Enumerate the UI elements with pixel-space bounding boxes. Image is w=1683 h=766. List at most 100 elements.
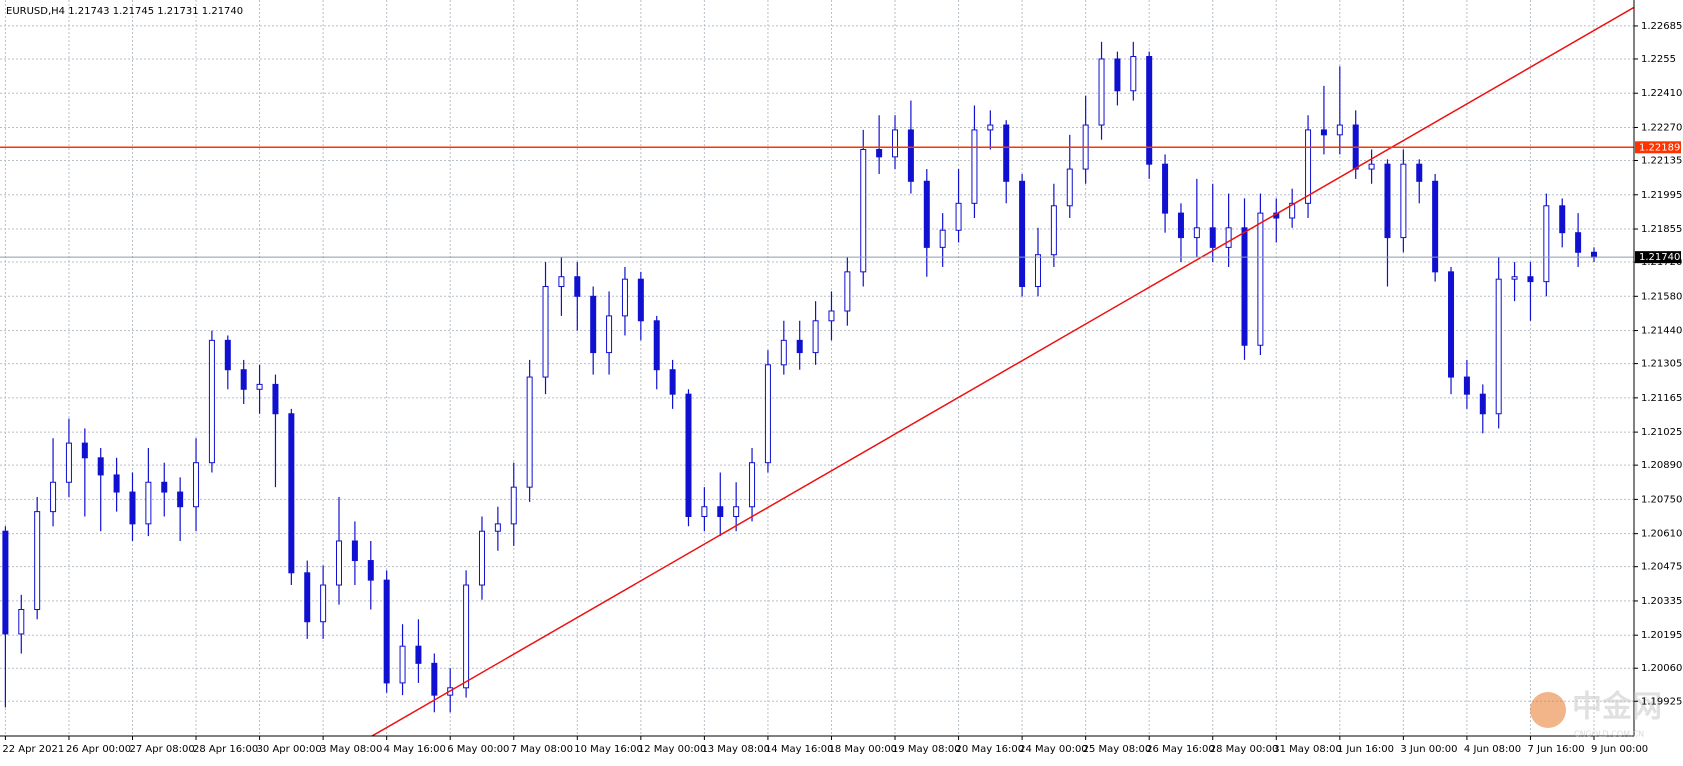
candle-body — [1559, 205, 1566, 234]
candle-body — [907, 129, 914, 182]
candle-body — [1019, 180, 1026, 288]
candle-body — [1527, 276, 1534, 283]
candle-body — [1114, 58, 1121, 92]
candle-body — [526, 376, 533, 488]
candle-body — [510, 486, 517, 525]
candle-body — [1257, 212, 1264, 346]
candle-body — [1162, 163, 1169, 214]
candle-body — [558, 276, 565, 288]
candle-body — [113, 474, 120, 493]
candle-body — [415, 645, 422, 664]
candle-body — [224, 339, 231, 371]
candle-body — [749, 462, 756, 508]
x-tick-label: 27 Apr 08:00 — [129, 744, 194, 755]
plot-area — [0, 6, 1634, 736]
y-tick-label: 1.20750 — [1641, 494, 1682, 505]
candle-body — [1320, 129, 1327, 136]
candle-body — [939, 229, 946, 248]
candle-body — [733, 506, 740, 518]
candle-body — [97, 457, 104, 476]
candle-body — [876, 149, 883, 158]
x-tick-label: 13 May 08:00 — [701, 744, 770, 755]
candle-body — [1305, 129, 1312, 204]
x-tick-label: 1 Jun 16:00 — [1337, 744, 1394, 755]
candle-body — [955, 202, 962, 231]
watermark-logo — [1530, 692, 1566, 728]
candle-body — [65, 442, 72, 483]
candle-body — [34, 511, 41, 610]
candle-body — [1241, 227, 1248, 346]
y-tick-label: 1.21440 — [1641, 326, 1682, 337]
candle-body — [50, 481, 57, 513]
y-tick-label: 1.20890 — [1641, 460, 1682, 471]
candle-body — [860, 149, 867, 273]
x-tick-label: 12 May 00:00 — [638, 744, 707, 755]
candle-body — [1543, 205, 1550, 283]
candle-body — [1416, 163, 1423, 182]
y-tick-label: 1.21855 — [1641, 224, 1682, 235]
candle-body — [653, 320, 660, 371]
y-tick-label: 1.20335 — [1641, 596, 1682, 607]
candle-body — [240, 369, 247, 390]
candle-body — [1193, 227, 1200, 239]
candle-body — [320, 584, 327, 623]
candle-body — [1432, 180, 1439, 273]
candle-body — [494, 523, 501, 532]
candle-body — [590, 295, 597, 354]
y-tick-label: 1.21580 — [1641, 291, 1682, 302]
candle-body — [780, 339, 787, 366]
candle-body — [621, 278, 628, 317]
x-tick-label: 28 May 00:00 — [1210, 744, 1279, 755]
candle-body — [18, 609, 25, 635]
candle-body — [81, 442, 88, 459]
candle-body — [606, 315, 613, 354]
x-tick-label: 26 May 16:00 — [1146, 744, 1215, 755]
candle-body — [669, 369, 676, 395]
candle-body — [336, 540, 343, 586]
candle-body — [701, 506, 708, 518]
y-tick-label: 1.21995 — [1641, 190, 1682, 201]
x-tick-label: 9 Jun 00:00 — [1591, 744, 1648, 755]
candle-body — [383, 579, 390, 684]
y-tick-label: 1.22685 — [1641, 21, 1682, 32]
y-tick-label: 1.19925 — [1641, 696, 1682, 707]
candle-body — [971, 129, 978, 204]
watermark-subtext: CNGOLD.COM.CN — [1574, 730, 1644, 739]
price-label: 1.22189 — [1639, 142, 1680, 153]
y-tick-label: 1.20060 — [1641, 663, 1682, 674]
price-label: 1.21740 — [1639, 252, 1680, 263]
y-tick-label: 1.22270 — [1641, 122, 1682, 133]
x-tick-label: 4 May 16:00 — [384, 744, 446, 755]
price-label-box — [1635, 251, 1681, 264]
y-tick-label: 1.22135 — [1641, 156, 1682, 167]
candle-body — [796, 339, 803, 354]
x-tick-label: 24 May 00:00 — [1019, 744, 1088, 755]
candle-body — [844, 271, 851, 312]
y-tick-label: 1.21025 — [1641, 427, 1682, 438]
x-tick-label: 7 May 08:00 — [511, 744, 573, 755]
candle-body — [1209, 227, 1216, 248]
candle-body — [2, 530, 9, 635]
x-tick-label: 30 Apr 00:00 — [257, 744, 322, 755]
candle-body — [1050, 205, 1057, 256]
candle-body — [1400, 163, 1407, 239]
candle-body — [1066, 168, 1073, 207]
x-tick-label: 31 May 08:00 — [1273, 744, 1342, 755]
candle-body — [574, 276, 581, 297]
candle-body — [1336, 124, 1343, 136]
candle-body — [892, 129, 899, 158]
x-tick-label: 28 Apr 16:00 — [193, 744, 258, 755]
y-tick-label: 1.22410 — [1641, 88, 1682, 99]
watermark-text: 中金网 — [1572, 690, 1662, 725]
x-tick-label: 3 May 08:00 — [320, 744, 382, 755]
candle-body — [1575, 232, 1582, 253]
candle-body — [1098, 58, 1105, 126]
candle-body — [1368, 163, 1375, 170]
y-tick-label: 1.21305 — [1641, 359, 1682, 370]
trend-line — [370, 6, 1634, 736]
candle-body — [1289, 202, 1296, 219]
y-tick-label: 1.20610 — [1641, 529, 1682, 540]
candle-body — [685, 393, 692, 518]
candle-body — [828, 310, 835, 322]
x-tick-label: 7 Jun 16:00 — [1527, 744, 1584, 755]
